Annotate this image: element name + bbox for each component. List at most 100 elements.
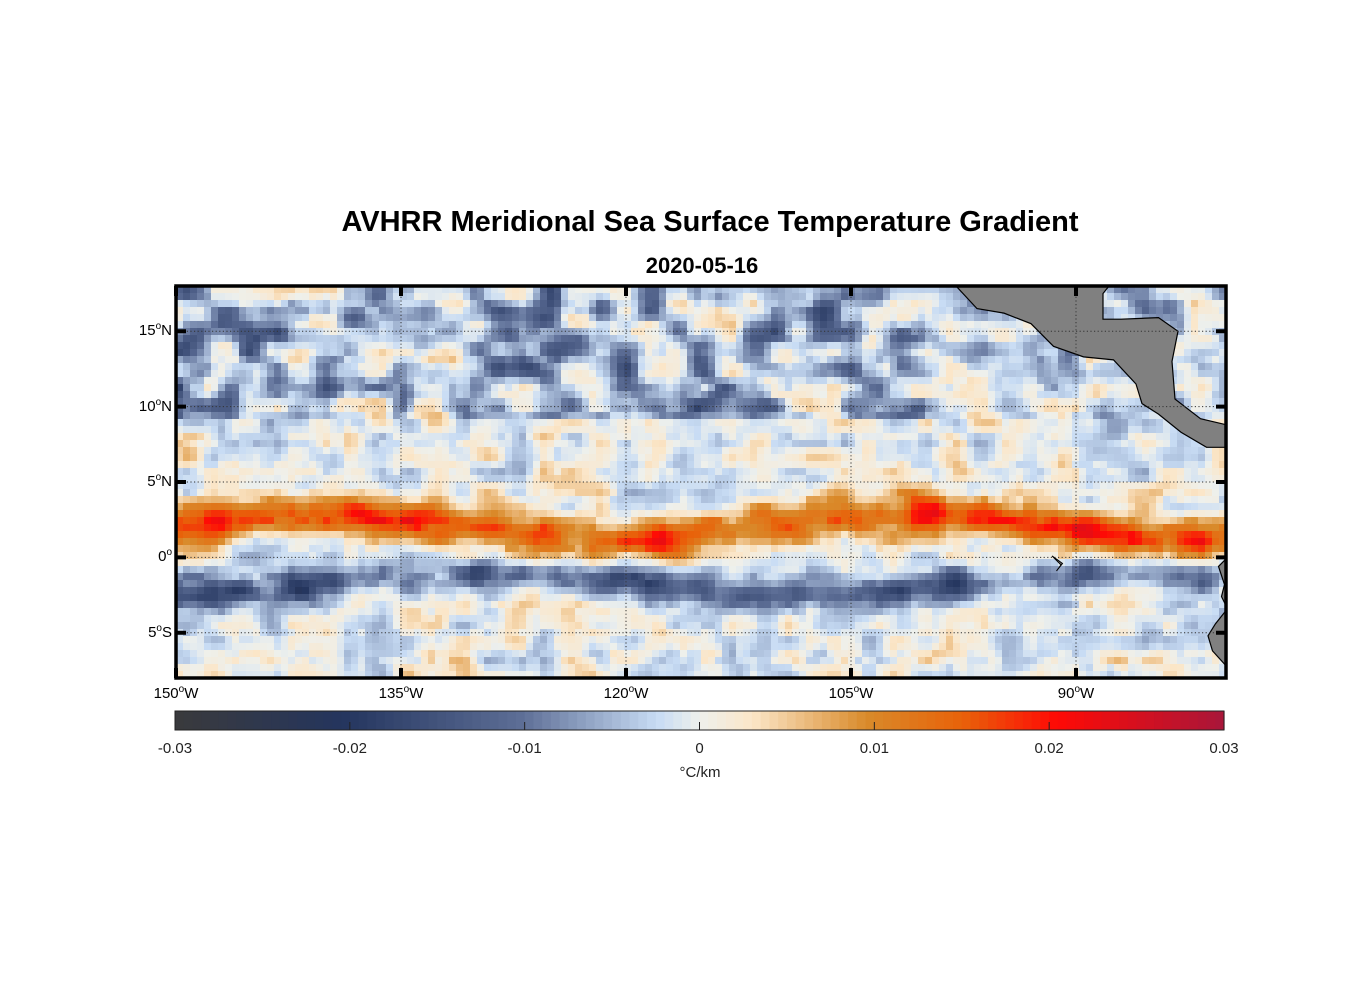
field-cell [414, 342, 422, 350]
field-cell [428, 405, 436, 413]
field-cell [582, 391, 590, 399]
field-cell [274, 307, 282, 315]
field-cell [512, 524, 520, 532]
field-cell [568, 377, 576, 385]
field-cell [288, 461, 296, 469]
field-cell [771, 587, 779, 595]
field-cell [491, 517, 499, 525]
field-cell [435, 671, 443, 678]
field-cell [183, 538, 191, 546]
field-cell [393, 370, 401, 378]
field-cell [512, 349, 520, 357]
field-cell [498, 307, 506, 315]
field-cell [799, 328, 807, 336]
field-cell [687, 580, 695, 588]
field-cell [694, 342, 702, 350]
field-cell [414, 419, 422, 427]
field-cell [757, 489, 765, 497]
field-cell [617, 475, 625, 483]
field-cell [435, 482, 443, 490]
field-cell [568, 587, 576, 595]
field-cell [232, 503, 240, 511]
field-cell [281, 370, 289, 378]
field-cell [638, 650, 646, 658]
field-cell [778, 391, 786, 399]
field-cell [470, 559, 478, 567]
field-cell [183, 447, 191, 455]
field-cell [757, 419, 765, 427]
field-cell [533, 608, 541, 616]
field-cell [323, 300, 331, 308]
field-cell [792, 622, 800, 630]
field-cell [225, 384, 233, 392]
field-cell [589, 552, 597, 560]
field-cell [379, 293, 387, 301]
field-cell [246, 384, 254, 392]
field-cell [575, 545, 583, 553]
field-cell [575, 405, 583, 413]
field-cell [603, 643, 611, 651]
field-cell [743, 300, 751, 308]
field-cell [596, 482, 604, 490]
sst-gradient-field [176, 286, 1226, 678]
field-cell [764, 510, 772, 518]
field-cell [498, 650, 506, 658]
field-cell [442, 482, 450, 490]
field-cell [603, 524, 611, 532]
field-cell [281, 489, 289, 497]
field-cell [400, 335, 408, 343]
field-cell [239, 510, 247, 518]
field-cell [736, 636, 744, 644]
field-cell [309, 657, 317, 665]
field-cell [379, 391, 387, 399]
field-cell [666, 335, 674, 343]
field-cell [792, 321, 800, 329]
field-cell [547, 594, 555, 602]
field-cell [449, 482, 457, 490]
field-cell [568, 636, 576, 644]
field-cell [197, 489, 205, 497]
field-cell [183, 587, 191, 595]
field-cell [624, 531, 632, 539]
field-cell [302, 461, 310, 469]
field-cell [232, 419, 240, 427]
field-cell [610, 468, 618, 476]
field-cell [792, 587, 800, 595]
field-cell [722, 454, 730, 462]
field-cell [512, 475, 520, 483]
field-cell [512, 377, 520, 385]
field-cell [190, 622, 198, 630]
field-cell [519, 349, 527, 357]
field-cell [484, 671, 492, 678]
field-cell [610, 517, 618, 525]
field-cell [540, 335, 548, 343]
field-cell [659, 601, 667, 609]
field-cell [778, 496, 786, 504]
field-cell [638, 566, 646, 574]
field-cell [540, 545, 548, 553]
field-cell [456, 328, 464, 336]
field-cell [582, 489, 590, 497]
field-cell [519, 657, 527, 665]
field-cell [253, 482, 261, 490]
field-cell [400, 615, 408, 623]
field-cell [554, 300, 562, 308]
field-cell [302, 307, 310, 315]
field-cell [477, 433, 485, 441]
field-cell [610, 545, 618, 553]
field-cell [463, 405, 471, 413]
field-cell [414, 349, 422, 357]
field-cell [701, 384, 709, 392]
field-cell [421, 300, 429, 308]
field-cell [330, 580, 338, 588]
field-cell [372, 559, 380, 567]
field-cell [435, 300, 443, 308]
field-cell [785, 321, 793, 329]
field-cell [547, 475, 555, 483]
field-cell [638, 510, 646, 518]
field-cell [302, 580, 310, 588]
field-cell [190, 587, 198, 595]
field-cell [743, 293, 751, 301]
field-cell [673, 615, 681, 623]
field-cell [463, 482, 471, 490]
